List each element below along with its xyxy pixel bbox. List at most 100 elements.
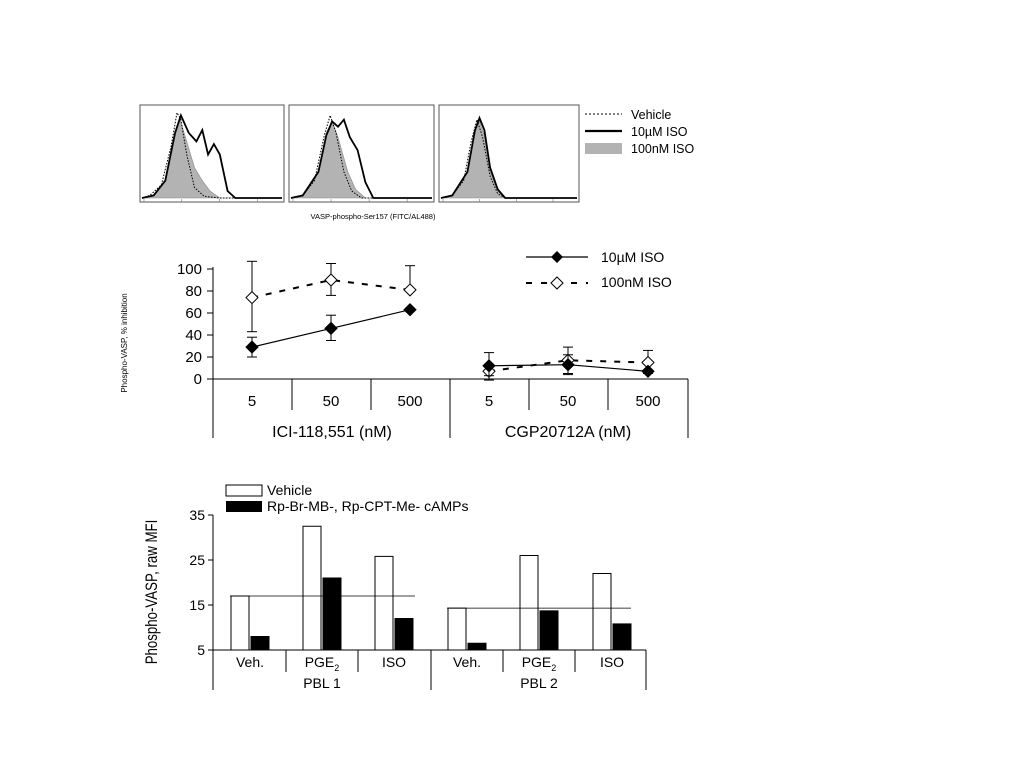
y-tick-label: 25 (189, 552, 205, 568)
mfi-bars (230, 525, 632, 651)
legend-rp-camps-text: Rp-Br-MB-, Rp-CPT-Me- cAMPs (267, 498, 468, 514)
x-category-label: Veh. (236, 654, 264, 670)
x-category-label: 50 (323, 393, 340, 410)
bar-rp-camps (394, 618, 414, 651)
series-10um-iso (245, 302, 655, 379)
histogram-10um-curve (290, 117, 432, 199)
y-tick-label: 0 (194, 371, 202, 388)
data-point (561, 357, 575, 372)
mfi-axes (212, 515, 647, 690)
bar-rp-camps (612, 623, 632, 651)
legend-vehicle-text: Vehicle (267, 482, 312, 498)
category-subscript: 2 (334, 663, 339, 673)
bar-vehicle (447, 607, 467, 651)
y-tick-label: 35 (189, 507, 205, 523)
x-category-label: 5 (248, 393, 256, 410)
inhibition-axes (212, 267, 689, 438)
bar-vehicle (592, 573, 612, 651)
bar-vehicle (302, 525, 322, 651)
histogram-3 (438, 104, 580, 203)
histogram-x-label: VASP-phospho-Ser157 (FITC/AL488) (311, 212, 436, 221)
bar-vehicle (519, 555, 539, 651)
inhibition-category-labels: 5 50 500 5 50 500 (248, 393, 661, 410)
legend-10um-text: 10µM ISO (601, 249, 664, 265)
data-point (403, 302, 417, 317)
inhibition-legend: 10µM ISO 100nM ISO (526, 249, 672, 290)
group-label-pbl2: PBL 2 (520, 675, 558, 691)
histogram-frame (438, 104, 580, 203)
y-tick-label: 15 (189, 597, 205, 613)
y-tick-label: 100 (177, 261, 202, 278)
legend-100nm-marker (550, 276, 564, 290)
histogram-frame (288, 104, 435, 203)
x-category-label: 5 (485, 393, 493, 410)
y-tick-label: 60 (185, 305, 202, 322)
legend-rp-camps-box (226, 501, 262, 512)
x-category-label: 50 (560, 393, 577, 410)
bar-vehicle (374, 555, 394, 651)
legend-100nm-swatch (585, 143, 622, 154)
legend-vehicle-label: Vehicle (631, 108, 671, 122)
y-tick-label: 80 (185, 283, 202, 300)
category-text: ISO (600, 654, 624, 670)
data-point (403, 283, 417, 297)
data-point (482, 359, 496, 373)
x-category-label: Veh. (453, 654, 481, 670)
histogram-panel: VASP-phospho-Ser157 (FITC/AL488) Vehicle… (139, 104, 695, 221)
x-category-label: ISO (382, 654, 406, 670)
legend-100nm-label: 100nM ISO (631, 142, 695, 156)
data-point (641, 364, 655, 379)
bar-rp-camps (322, 577, 342, 651)
x-category-label: 500 (635, 393, 660, 410)
bar-vehicle (230, 595, 250, 651)
x-category-label: 500 (397, 393, 422, 410)
histogram-vehicle-curve (440, 117, 577, 199)
category-text: PGE (522, 654, 552, 670)
histogram-2 (288, 104, 435, 203)
histogram-boxes (139, 104, 580, 203)
legend-10um-marker (551, 251, 563, 263)
histogram-frame (139, 104, 285, 203)
inhibition-y-ticks: 0 20 40 60 80 100 (177, 261, 213, 388)
inhibition-series (245, 260, 655, 381)
legend-10um-label: 10µM ISO (631, 125, 688, 139)
y-tick-label: 40 (185, 327, 202, 344)
y-tick-label: 5 (197, 642, 205, 658)
mfi-y-ticks: 5 15 25 35 (189, 507, 213, 658)
data-point (324, 321, 338, 336)
bar-rp-camps (250, 636, 270, 651)
histogram-100nm-area (141, 118, 282, 199)
mfi-legend: Vehicle Rp-Br-MB-, Rp-CPT-Me- cAMPs (225, 482, 468, 514)
group-label-ici: ICI-118,551 (nM) (272, 424, 392, 441)
inhibition-chart: Phospho-VASP, % inhibition 020406080100 … (120, 249, 689, 441)
x-category-label: ISO (600, 654, 624, 670)
group-label-cgp: CGP20712A (nM) (505, 424, 631, 441)
mfi-y-label: Phospho-VASP, raw MFI (143, 520, 162, 665)
legend-vehicle-box (225, 484, 263, 497)
histogram-10um-curve (141, 112, 282, 199)
histogram-10um-curve (440, 115, 577, 199)
data-point (245, 340, 259, 354)
data-point (245, 290, 259, 305)
category-text: Veh. (453, 654, 481, 670)
histogram-legend: Vehicle 10µM ISO 100nM ISO (585, 108, 695, 156)
legend-100nm-text: 100nM ISO (601, 274, 672, 290)
category-text: ISO (382, 654, 406, 670)
histogram-100nm-area (290, 120, 432, 199)
bar-rp-camps (467, 642, 487, 651)
data-point (324, 273, 338, 287)
histogram-1 (139, 104, 285, 203)
category-text: PGE (305, 654, 335, 670)
inhibition-y-label: Phospho-VASP, % inhibition (120, 293, 129, 392)
x-category-label: PGE2 (305, 654, 340, 673)
x-category-label: PGE2 (522, 654, 557, 673)
histogram-100nm-area (440, 120, 577, 199)
histogram-vehicle-curve (141, 111, 282, 199)
bar-rp-camps (539, 610, 559, 651)
series-100nm-iso (245, 260, 655, 381)
category-subscript: 2 (551, 663, 556, 673)
y-tick-label: 20 (185, 349, 202, 366)
group-label-pbl1: PBL 1 (303, 675, 341, 691)
category-text: Veh. (236, 654, 264, 670)
